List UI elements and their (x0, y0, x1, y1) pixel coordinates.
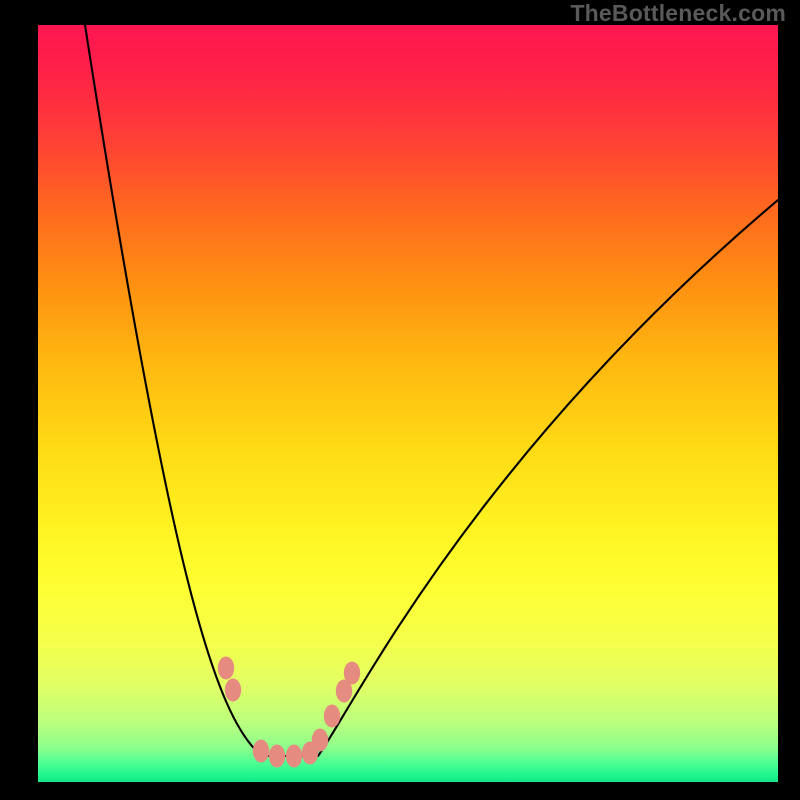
curve-marker (253, 740, 269, 763)
curve-marker (225, 679, 241, 702)
curve-marker (344, 662, 360, 685)
baseline-strip (38, 779, 778, 782)
curve-marker (286, 745, 302, 768)
watermark-text: TheBottleneck.com (570, 0, 786, 27)
chart-container: TheBottleneck.com (0, 0, 800, 800)
curve-marker (324, 705, 340, 728)
bottleneck-chart (0, 0, 800, 800)
curve-marker (312, 729, 328, 752)
curve-marker (218, 657, 234, 680)
curve-marker (269, 745, 285, 768)
